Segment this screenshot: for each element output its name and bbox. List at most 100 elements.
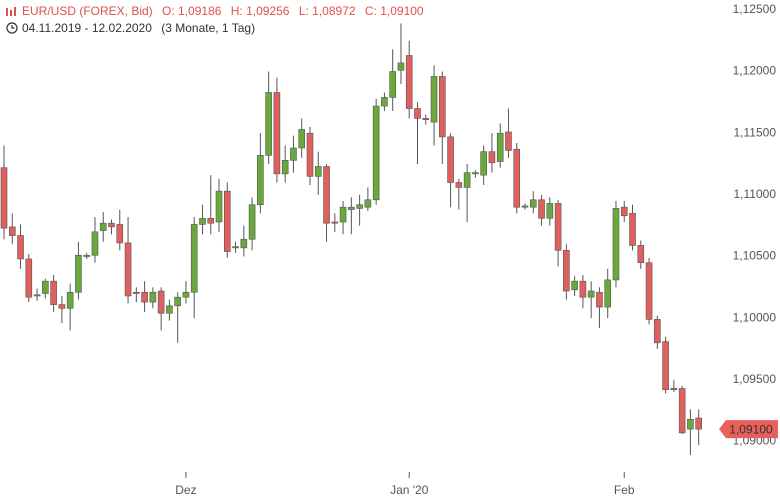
candle-body bbox=[265, 92, 272, 156]
candle-body bbox=[91, 231, 99, 256]
candle-body bbox=[430, 76, 438, 123]
candle-body bbox=[339, 206, 347, 223]
candle-body bbox=[116, 224, 124, 244]
candle-body bbox=[397, 62, 405, 71]
candle-body bbox=[248, 204, 256, 240]
candle-body bbox=[141, 291, 148, 303]
candle-body bbox=[240, 238, 248, 249]
candle-body bbox=[414, 108, 421, 119]
candle-body bbox=[149, 291, 157, 303]
date-range: 04.11.2019 - 12.02.2020 bbox=[22, 21, 152, 35]
candle-body bbox=[331, 221, 339, 224]
candle-body bbox=[620, 206, 628, 217]
last-price-tag bbox=[719, 420, 778, 439]
candle-body bbox=[33, 294, 41, 297]
ohlc-high: H: 1,09256 bbox=[231, 4, 290, 18]
period: (3 Monate, 1 Tag) bbox=[161, 21, 255, 35]
candle-body bbox=[488, 151, 496, 164]
candle-body bbox=[348, 206, 355, 210]
candle-body bbox=[25, 258, 33, 298]
candle-body bbox=[372, 105, 380, 201]
candle-body bbox=[571, 280, 578, 291]
candle-body bbox=[290, 147, 297, 161]
y-tick-label: 1,12000 bbox=[733, 64, 777, 78]
candle-body bbox=[538, 199, 545, 219]
candle-body bbox=[0, 167, 8, 229]
candle-body bbox=[472, 172, 479, 175]
candle-body bbox=[364, 199, 372, 208]
candle-body bbox=[521, 205, 529, 208]
header-line: EUR/USD (FOREX, Bid) O: 1,09186 H: 1,092… bbox=[22, 4, 424, 18]
y-tick-label: 1,10000 bbox=[733, 310, 777, 324]
candle-body bbox=[323, 166, 330, 224]
y-tick-label: 1,11000 bbox=[734, 187, 777, 201]
candle-body bbox=[166, 305, 173, 314]
subheader: 04.11.2019 - 12.02.2020 (3 Monate, 1 Tag… bbox=[22, 21, 255, 35]
ohlc-close: C: 1,09100 bbox=[365, 4, 424, 18]
candle-body bbox=[546, 203, 554, 219]
candle-body bbox=[422, 118, 430, 120]
candle-body bbox=[17, 235, 24, 260]
candle-body bbox=[439, 76, 446, 138]
last-price-label: 1,09100 bbox=[729, 422, 773, 436]
candle-body bbox=[190, 224, 198, 293]
candle-body bbox=[579, 280, 587, 298]
candle-body bbox=[645, 262, 653, 320]
candle-body bbox=[695, 417, 702, 430]
candle-body bbox=[447, 136, 454, 183]
candle-body bbox=[223, 190, 231, 252]
candle-body bbox=[662, 341, 669, 390]
candle-body bbox=[670, 388, 678, 390]
chart-title: EUR/USD (FOREX, Bid) bbox=[22, 4, 153, 18]
candle-body bbox=[306, 132, 314, 177]
ohlc-low: L: 1,08972 bbox=[299, 4, 356, 18]
candle-body bbox=[513, 148, 521, 208]
y-tick-label: 1,10500 bbox=[733, 249, 777, 263]
candle-body bbox=[455, 182, 463, 188]
candle-body bbox=[629, 213, 636, 246]
candle-body bbox=[108, 222, 115, 228]
candle-body bbox=[678, 388, 686, 434]
candle-body bbox=[314, 166, 322, 177]
y-tick-label: 1,12500 bbox=[733, 2, 777, 16]
candle-body bbox=[58, 304, 66, 309]
candle-body bbox=[232, 246, 239, 249]
y-tick-label: 1,11500 bbox=[734, 125, 777, 139]
candle-body bbox=[554, 203, 562, 251]
clock-icon bbox=[6, 22, 18, 34]
candle-body bbox=[273, 92, 281, 175]
candle-body bbox=[257, 155, 264, 206]
candle-body bbox=[687, 418, 694, 430]
candle-body bbox=[66, 291, 74, 309]
candle-body bbox=[298, 129, 306, 149]
candle-body bbox=[157, 290, 165, 314]
candle-body bbox=[42, 280, 49, 294]
candle-body bbox=[133, 291, 140, 294]
candle-body bbox=[604, 279, 612, 308]
candle-body bbox=[174, 296, 181, 307]
candle-body bbox=[587, 290, 595, 298]
candle-body bbox=[75, 254, 82, 293]
candle-body bbox=[281, 160, 289, 175]
x-tick-label: Feb bbox=[614, 483, 635, 497]
candle-body bbox=[381, 97, 388, 107]
candle-body bbox=[99, 222, 107, 231]
candle-body bbox=[405, 55, 413, 109]
candle-body bbox=[637, 245, 645, 263]
candle-body bbox=[182, 291, 190, 298]
x-tick-label: Jan '20 bbox=[390, 483, 429, 497]
candle-body bbox=[124, 242, 132, 297]
candle-body bbox=[50, 280, 57, 305]
candle-body bbox=[480, 151, 487, 176]
candle-body bbox=[612, 208, 620, 281]
y-tick-label: 1,09500 bbox=[733, 372, 777, 386]
candle-body bbox=[215, 190, 223, 223]
candle-body bbox=[463, 172, 471, 188]
candle-body bbox=[199, 217, 206, 225]
candle-body bbox=[83, 254, 90, 257]
header-icon bbox=[6, 7, 16, 16]
candle-body bbox=[596, 291, 603, 308]
candle-body bbox=[563, 250, 570, 292]
